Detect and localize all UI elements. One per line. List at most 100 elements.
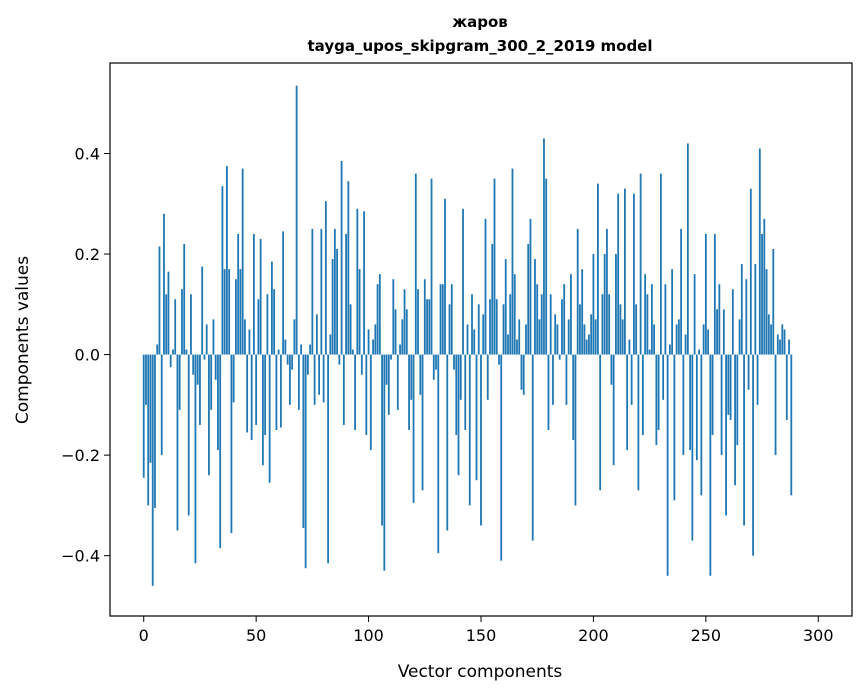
bar-264 [736,354,739,446]
bar-3 [149,354,152,463]
bar-129 [432,354,435,380]
bar-261 [729,354,732,420]
bar-36 [223,269,226,355]
bar-42 [237,233,240,355]
bar-134 [444,198,446,355]
chart-subtitle: tayga_upos_skipgram_300_2_2019 model [308,37,653,55]
y-axis-label: Components values [13,256,33,424]
bar-11 [167,271,170,355]
bar-107 [383,354,386,571]
bar-99 [365,354,368,436]
bar-80 [322,354,325,403]
bar-102 [372,339,374,355]
bar-178 [543,138,545,355]
bar-121 [414,173,417,355]
bar-282 [776,334,779,355]
bar-259 [725,354,727,516]
bar-117 [405,309,408,355]
bar-213 [621,319,624,355]
bar-58 [273,289,276,355]
bar-136 [448,304,451,355]
bar-12 [169,354,172,368]
bar-269 [747,354,750,390]
bar-48 [250,354,253,441]
y-tick-label: −0.4 [61,547,100,566]
bar-140 [457,354,460,476]
bar-141 [459,354,462,400]
bar-247 [698,349,700,355]
bar-279 [770,324,772,355]
bar-41 [235,279,237,355]
bar-160 [502,304,505,355]
bar-207 [608,294,611,355]
bar-25 [199,354,201,425]
bar-126 [426,299,428,355]
bar-69 [297,354,300,410]
bar-89 [342,354,345,425]
bar-197 [585,339,588,355]
bar-125 [423,279,426,355]
bar-133 [441,284,444,355]
bar-143 [464,354,467,430]
bar-115 [401,319,404,355]
bar-59 [275,354,278,430]
bar-198 [588,334,590,355]
bar-85 [333,228,336,355]
bar-40 [232,354,235,403]
bar-205 [603,254,606,355]
bar-273 [756,354,759,405]
bar-203 [599,354,602,491]
bar-109 [387,354,390,415]
bar-21 [190,294,192,355]
bar-215 [626,354,629,451]
bar-191 [572,354,575,441]
bar-131 [437,354,440,554]
bar-288 [790,354,793,496]
bar-194 [579,304,581,355]
bar-84 [331,259,334,355]
bar-244 [691,354,694,541]
bar-28 [205,324,208,355]
bar-67 [293,319,296,355]
bar-234 [668,344,671,355]
bar-17 [181,289,183,355]
bar-71 [302,354,305,529]
bar-96 [358,269,361,355]
bar-216 [628,339,631,355]
x-tick-label: 0 [139,626,149,645]
bar-209 [612,354,615,466]
bar-258 [722,309,725,355]
bar-190 [570,274,572,355]
x-tick-label: 100 [353,626,384,645]
bar-147 [473,329,476,355]
bar-63 [284,339,287,355]
bar-265 [738,319,741,355]
bar-101 [369,354,372,451]
bar-245 [693,274,696,355]
x-tick-label: 300 [803,626,834,645]
bar-47 [248,329,251,355]
bar-44 [241,168,244,355]
bar-189 [567,319,570,355]
bar-30 [210,354,213,410]
bar-110 [390,354,392,360]
bar-184 [556,324,559,355]
bar-210 [615,254,617,355]
bar-82 [327,354,329,564]
bar-243 [689,354,692,451]
bar-246 [695,354,698,461]
bar-251 [707,329,709,355]
bar-248 [700,354,703,496]
bar-111 [392,279,395,355]
bar-175 [536,284,539,355]
bar-218 [633,193,635,355]
bar-262 [731,289,734,355]
y-tick-label: −0.2 [61,446,100,465]
bar-266 [740,264,743,355]
bar-275 [761,233,763,355]
bar-240 [682,354,685,456]
bar-31 [212,319,215,355]
bar-278 [767,314,770,355]
bar-174 [534,259,536,355]
